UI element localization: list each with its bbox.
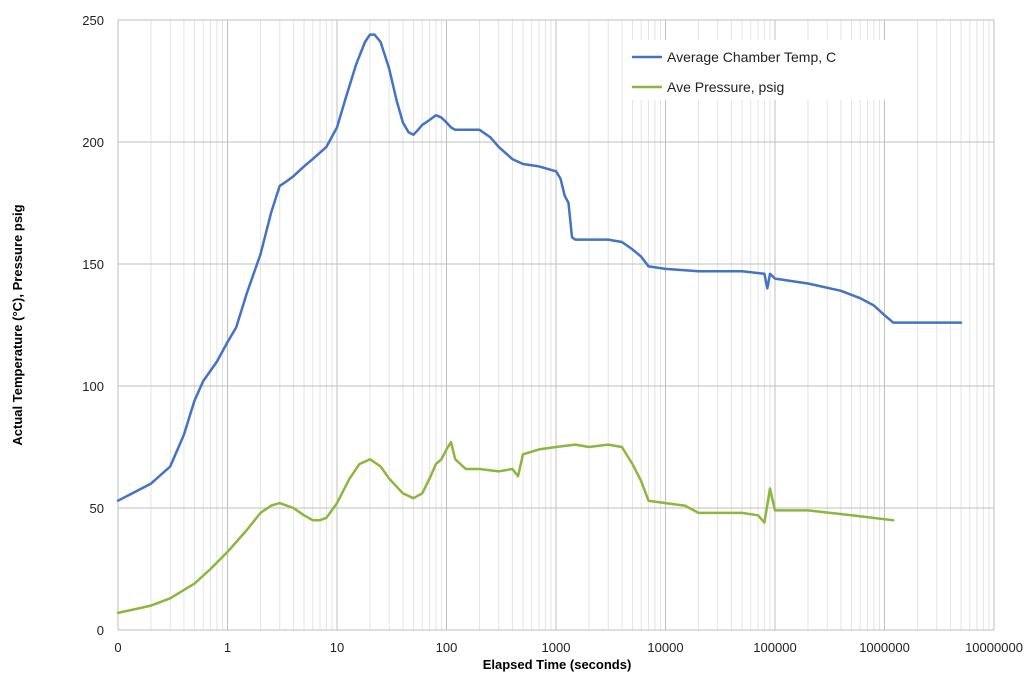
y-axis-title: Actual Temperature (°C), Pressure psig [10, 204, 25, 445]
x-tick-label: 1000000 [859, 640, 910, 655]
x-tick-label: 10000 [647, 640, 683, 655]
x-tick-labels: 0 1 10 100 1000 10000 100000 1000000 10000000 [114, 640, 1023, 655]
legend-label-pressure: Ave Pressure, psig [667, 79, 784, 95]
series-layer [116, 33, 963, 615]
y-tick-label: 0 [97, 623, 104, 638]
y-tick-label: 150 [82, 257, 104, 272]
y-tick-label: 200 [82, 135, 104, 150]
y-tick-label: 250 [82, 13, 104, 28]
x-axis-title: Elapsed Time (seconds) [483, 657, 632, 672]
series-line-temperature [116, 33, 963, 502]
y-tick-label: 50 [90, 501, 104, 516]
legend-label-temperature: Average Chamber Temp, C [667, 49, 836, 65]
legend: Average Chamber Temp, C Ave Pressure, ps… [626, 40, 892, 100]
x-tick-label: 10000000 [965, 640, 1023, 655]
major-gridlines [117, 19, 995, 631]
y-tick-labels: 0 50 100 150 200 250 [82, 13, 104, 638]
x-tick-label: 10 [330, 640, 344, 655]
legend-background [626, 40, 892, 100]
y-tick-label: 100 [82, 379, 104, 394]
x-tick-label: 1000 [542, 640, 571, 655]
x-tick-label: 0 [114, 640, 121, 655]
series-line-pressure [116, 440, 895, 615]
x-tick-label: 100000 [753, 640, 796, 655]
minor-gridlines [150, 20, 990, 630]
x-tick-label: 100 [436, 640, 458, 655]
x-tick-label: 1 [224, 640, 231, 655]
